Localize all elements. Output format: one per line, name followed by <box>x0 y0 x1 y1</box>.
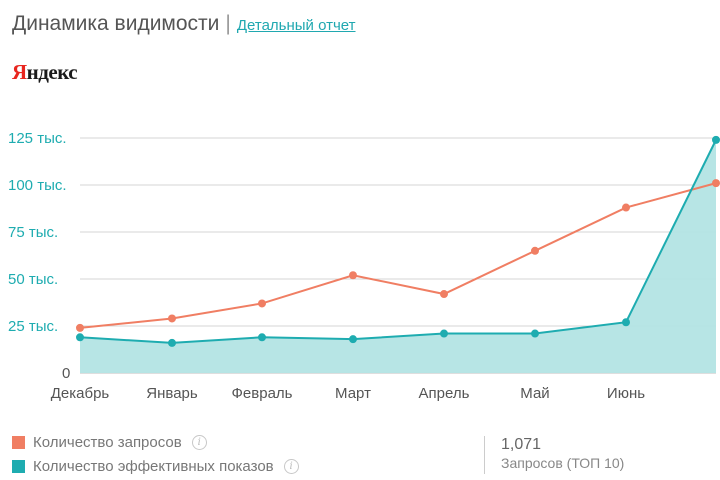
summary-label: Запросов (ТОП 10) <box>501 455 625 471</box>
legend-item-impressions[interactable]: Количество эффективных показов i <box>12 454 299 478</box>
data-point-impressions <box>349 335 357 344</box>
y-tick-label: 25 тыс. <box>8 318 58 335</box>
detailed-report-link[interactable]: Детальный отчет <box>236 17 356 34</box>
data-point-impressions <box>712 135 720 144</box>
y-tick-label: 100 тыс. <box>8 177 67 194</box>
x-tick-label: Май <box>520 385 549 402</box>
chart-header: Динамика видимости | Детальный отчет <box>12 12 356 42</box>
visibility-chart: 0 25 тыс. 50 тыс. 75 тыс. 100 тыс. 125 тыс. Де… <box>8 130 720 402</box>
x-tick-label: Июнь <box>607 385 645 402</box>
x-tick-label: Декабрь <box>51 385 110 402</box>
x-tick-label: Январь <box>146 385 198 402</box>
data-point-queries <box>712 179 720 188</box>
yandex-logo: Яндекс <box>12 60 78 84</box>
x-tick-label: Апрель <box>419 385 470 402</box>
data-point-impressions <box>76 333 84 342</box>
page-title: Динамика видимости <box>12 12 220 35</box>
info-icon[interactable]: i <box>191 434 207 450</box>
data-point-impressions <box>440 329 448 338</box>
data-point-queries <box>440 290 448 299</box>
data-point-impressions <box>622 318 630 327</box>
data-point-impressions <box>168 338 176 347</box>
data-point-queries <box>622 203 630 212</box>
data-point-queries <box>531 246 539 255</box>
series-area-impressions <box>80 139 716 373</box>
info-icon[interactable]: i <box>283 458 299 474</box>
title-separator: | <box>225 12 231 35</box>
summary-value: 1,071 <box>501 436 542 453</box>
legend-swatch-queries <box>12 435 25 449</box>
y-tick-label: 0 <box>62 365 70 382</box>
series-line-impressions <box>79 139 717 344</box>
x-tick-label: Март <box>335 385 371 402</box>
data-point-queries <box>168 314 176 323</box>
data-point-impressions <box>258 333 266 342</box>
top10-summary: 1,071 Запросов (ТОП 10) <box>484 436 624 474</box>
legend-item-queries[interactable]: Количество запросов i <box>12 430 299 454</box>
data-point-queries <box>349 271 357 280</box>
legend-label-queries: Количество запросов <box>33 433 182 451</box>
y-tick-label: 75 тыс. <box>8 224 58 241</box>
data-point-queries <box>258 299 266 308</box>
x-tick-label: Февраль <box>232 385 293 402</box>
data-point-queries <box>76 323 84 332</box>
y-tick-label: 125 тыс. <box>8 130 67 147</box>
legend-swatch-impressions <box>12 459 25 473</box>
chart-legend: Количество запросов i Количество эффекти… <box>12 430 299 478</box>
legend-label-impressions: Количество эффективных показов <box>33 457 274 475</box>
data-point-impressions <box>531 329 539 338</box>
series-line-queries <box>79 182 717 329</box>
y-tick-label: 50 тыс. <box>8 271 58 288</box>
